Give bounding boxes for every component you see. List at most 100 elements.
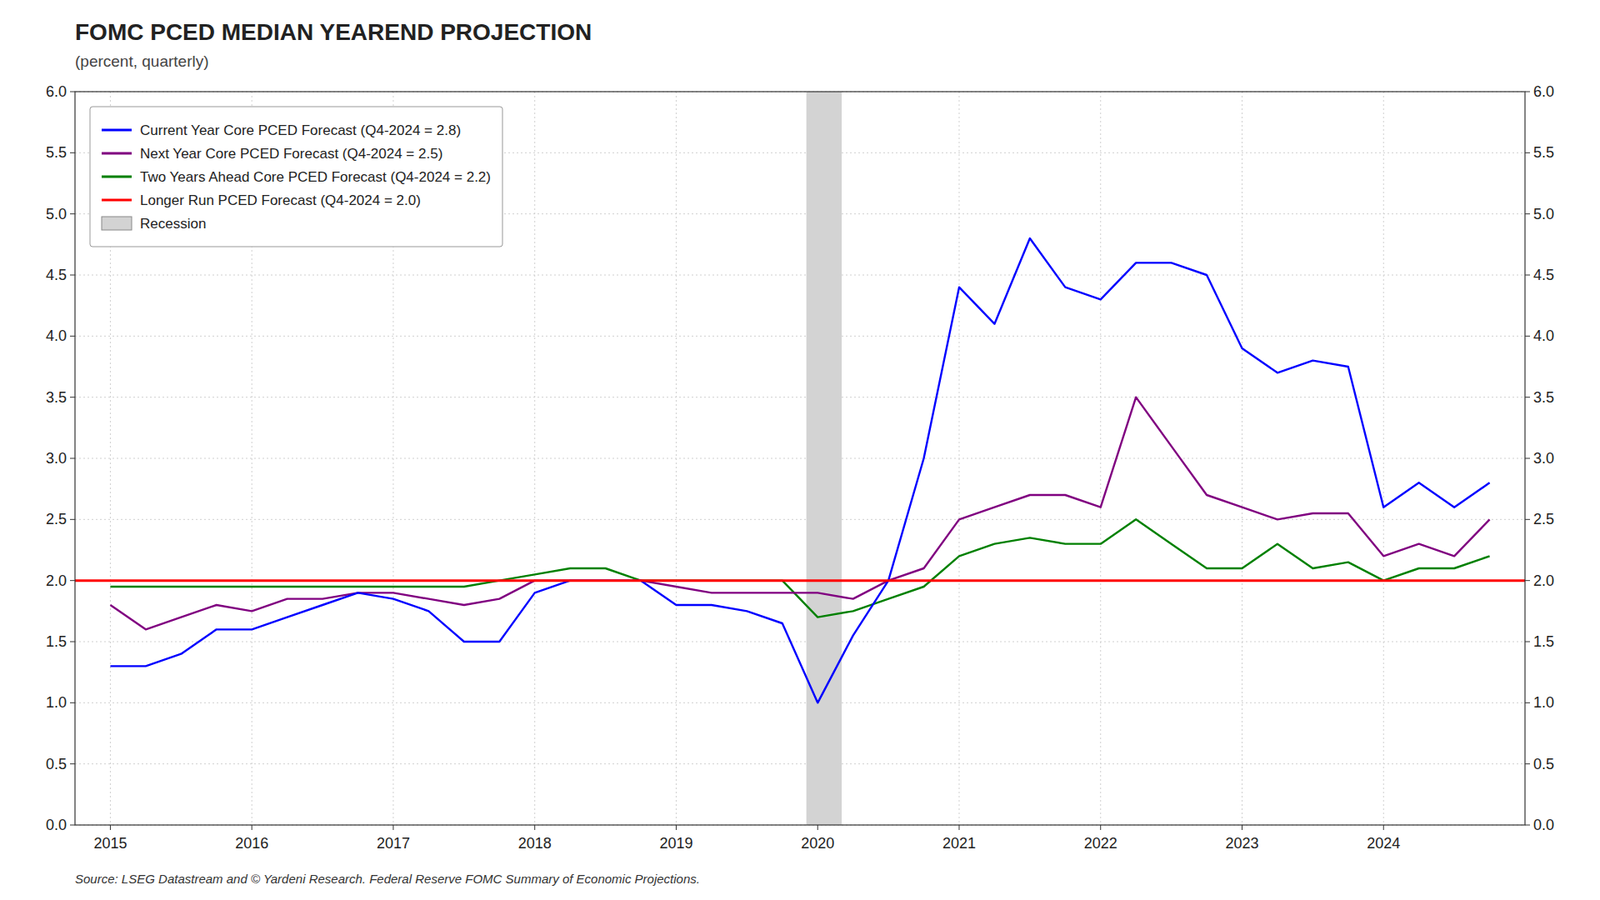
y2-tick: [1525, 763, 1530, 765]
legend-label: Longer Run PCED Forecast (Q4-2024 = 2.0): [140, 192, 421, 209]
grid-line-y: [75, 763, 1525, 765]
series-line: [75, 579, 1525, 582]
grid-line-y: [75, 275, 1525, 276]
y-tick-label: 1.0: [45, 694, 67, 711]
y-tick: [70, 91, 75, 93]
y2-tick-label: 5.0: [1533, 205, 1555, 223]
legend-swatch: [101, 152, 132, 155]
y2-tick: [1525, 580, 1530, 581]
y-tick-label: 6.0: [45, 83, 67, 100]
y-axis: 0.0 0.5 1.0 1.5 2.0 2.5 3.0 3.5 4.0 4.5 5.0 5.5 6.0: [45, 83, 75, 834]
x-tick: [251, 825, 253, 830]
y2-tick-label: 1.0: [1533, 694, 1555, 711]
recession-band: [806, 91, 842, 825]
y-tick: [70, 458, 75, 460]
y2-tick: [1525, 152, 1530, 154]
y2-tick-label: 3.5: [1533, 389, 1555, 406]
series-line: [110, 397, 1490, 630]
y-tick: [70, 519, 75, 520]
source-note: Source: LSEG Datastream and © Yardeni Re…: [75, 871, 700, 886]
y-tick: [70, 641, 75, 643]
y-tick-label: 0.5: [45, 755, 67, 773]
y-tick: [70, 825, 75, 826]
y2-tick: [1525, 335, 1530, 337]
y-tick-label: 0.0: [45, 816, 67, 834]
y2-tick: [1525, 519, 1530, 520]
x-tick-label: 2019: [659, 835, 693, 852]
grid-line-y: [75, 641, 1525, 643]
chart: FOMC PCED MEDIAN YEAREND PROJECTION (perc…: [0, 0, 1600, 900]
y-tick: [70, 213, 75, 215]
title: FOMC PCED MEDIAN YEAREND PROJECTION: [75, 19, 592, 45]
x-tick: [1100, 825, 1101, 830]
y-tick-label: 4.0: [45, 327, 67, 345]
y2-axis: 0.00.51.01.52.02.53.03.54.04.55.05.56.0: [1525, 83, 1555, 834]
y2-tick: [1525, 641, 1530, 643]
grid-line-y: [75, 702, 1525, 704]
y2-tick-label: 4.5: [1533, 266, 1555, 284]
y2-tick-label: 1.5: [1533, 633, 1555, 650]
y2-tick: [1525, 91, 1530, 93]
legend-label: Current Year Core PCED Forecast (Q4-2024…: [140, 122, 461, 139]
y2-tick: [1525, 702, 1530, 704]
x-tick: [110, 825, 111, 830]
y2-tick: [1525, 275, 1530, 276]
grid-line-y: [75, 580, 1525, 581]
grid-line-y: [75, 396, 1525, 398]
legend-box: [90, 106, 503, 247]
legend-label: Next Year Core PCED Forecast (Q4-2024 = …: [140, 145, 443, 162]
series-line: [110, 519, 1490, 617]
y-tick-label: 5.5: [45, 144, 67, 161]
x-tick-label: 2015: [93, 835, 127, 852]
x-tick: [1383, 825, 1385, 830]
y2-tick: [1525, 458, 1530, 460]
plot-frame: [75, 91, 1525, 825]
x-tick: [817, 825, 819, 830]
y2-tick-label: 0.5: [1533, 755, 1555, 773]
y2-tick-label: 6.0: [1533, 83, 1555, 100]
legend: Current Year Core PCED Forecast (Q4-2024…: [90, 106, 503, 247]
x-axis: 2015201620172018201920202021202220232024: [93, 825, 1400, 852]
x-tick-label: 2020: [800, 835, 835, 852]
x-tick-label: 2017: [376, 835, 410, 852]
y2-tick-label: 5.5: [1533, 144, 1555, 161]
y-tick: [70, 580, 75, 581]
y-tick-label: 2.0: [45, 572, 67, 590]
y-tick: [70, 152, 75, 154]
y2-tick-label: 4.0: [1533, 327, 1555, 345]
x-tick: [675, 825, 677, 830]
y-tick-label: 5.0: [45, 205, 67, 223]
legend-swatch: [101, 129, 132, 132]
y-tick-label: 1.5: [45, 633, 67, 650]
x-tick: [958, 825, 960, 830]
grid: [75, 91, 1525, 825]
y-tick-label: 2.5: [45, 510, 67, 528]
grid-line-y: [75, 458, 1525, 460]
x-tick-label: 2022: [1084, 835, 1118, 852]
x-tick: [534, 825, 535, 830]
y2-tick: [1525, 213, 1530, 215]
legend-label: Recession: [140, 215, 206, 232]
y2-tick-label: 3.0: [1533, 450, 1555, 467]
x-tick-label: 2023: [1225, 835, 1259, 852]
y-tick: [70, 275, 75, 276]
plot-area: [75, 91, 1525, 825]
x-tick: [1241, 825, 1243, 830]
y2-tick-label: 2.0: [1533, 572, 1555, 590]
y2-tick: [1525, 396, 1530, 398]
y-tick-label: 4.5: [45, 266, 67, 284]
x-tick-label: 2024: [1366, 835, 1400, 852]
y-tick: [70, 335, 75, 337]
grid-line-y: [75, 335, 1525, 337]
y-tick-label: 3.5: [45, 389, 67, 406]
y2-tick-label: 2.5: [1533, 510, 1555, 528]
legend-swatch: [101, 199, 132, 202]
legend-swatch: [101, 216, 132, 230]
x-tick-label: 2018: [518, 835, 552, 852]
y2-tick: [1525, 825, 1530, 826]
y-tick: [70, 763, 75, 765]
grid-line-y: [75, 519, 1525, 520]
y-tick: [70, 396, 75, 398]
y-tick-label: 3.0: [45, 450, 67, 467]
subtitle: (percent, quarterly): [75, 52, 210, 70]
